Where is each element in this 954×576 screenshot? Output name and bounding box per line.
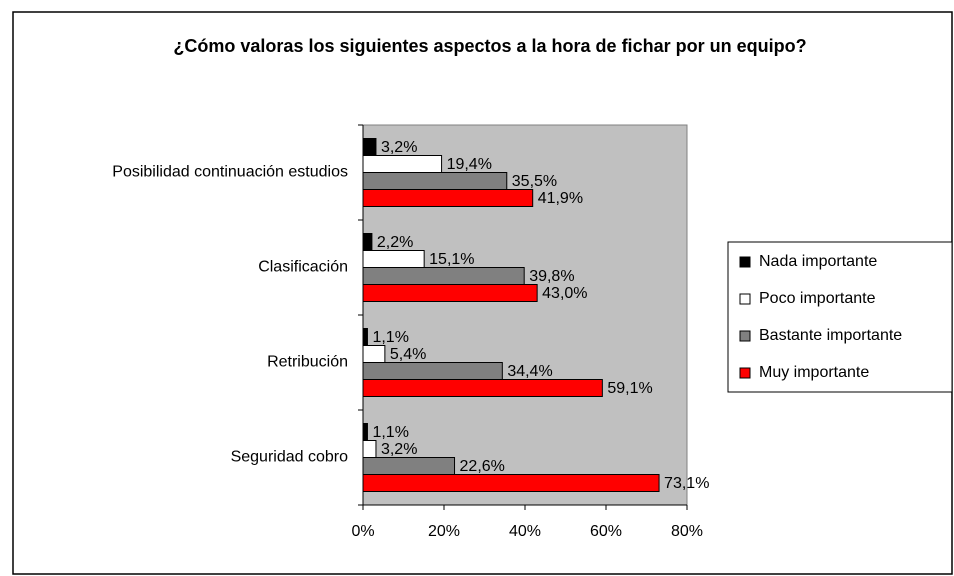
bar — [362, 379, 603, 397]
bar — [362, 138, 377, 156]
bar — [362, 155, 443, 173]
bar — [362, 250, 425, 268]
legend-label: Muy importante — [759, 364, 869, 381]
data-label: 5,4% — [390, 346, 426, 363]
data-label: 43,0% — [542, 285, 587, 302]
data-label: 15,1% — [429, 251, 474, 268]
data-label: 1,1% — [372, 329, 408, 346]
bar — [362, 457, 456, 475]
legend-label: Bastante importante — [759, 327, 902, 344]
bar — [362, 189, 534, 207]
legend-swatch — [739, 330, 751, 342]
legend-box — [727, 241, 953, 393]
x-tick-label: 20% — [428, 523, 460, 540]
data-label: 3,2% — [381, 139, 417, 156]
data-label: 34,4% — [507, 363, 552, 380]
data-label: 3,2% — [381, 441, 417, 458]
data-label: 19,4% — [447, 156, 492, 173]
y-tick-label: Posibilidad continuación estudios — [112, 164, 348, 181]
bar — [362, 267, 525, 285]
x-tick-label: 40% — [509, 523, 541, 540]
bar — [362, 328, 368, 346]
bar — [362, 233, 373, 251]
x-tick-label: 60% — [590, 523, 622, 540]
data-label: 59,1% — [607, 380, 652, 397]
legend-label: Poco importante — [759, 290, 876, 307]
y-tick-label: Clasificación — [258, 259, 348, 276]
data-label: 22,6% — [460, 458, 505, 475]
bar — [362, 345, 386, 363]
legend-swatch — [739, 293, 751, 305]
legend-swatch — [739, 256, 751, 268]
y-tick-label: Retribución — [267, 354, 348, 371]
x-tick-label: 0% — [351, 523, 374, 540]
bar — [362, 440, 377, 458]
data-label: 73,1% — [664, 475, 709, 492]
legend-label: Nada importante — [759, 253, 877, 270]
y-tick-label: Seguridad cobro — [231, 449, 349, 466]
data-label: 41,9% — [538, 190, 583, 207]
data-label: 35,5% — [512, 173, 557, 190]
x-tick-label: 80% — [671, 523, 703, 540]
data-label: 39,8% — [529, 268, 574, 285]
bar — [362, 284, 538, 302]
legend-swatch — [739, 367, 751, 379]
bar — [362, 362, 503, 380]
chart-title: ¿Cómo valoras los siguientes aspectos a … — [173, 36, 807, 56]
bar — [362, 172, 508, 190]
bar — [362, 423, 368, 441]
bar — [362, 474, 660, 492]
data-label: 1,1% — [372, 424, 408, 441]
data-label: 2,2% — [377, 234, 413, 251]
